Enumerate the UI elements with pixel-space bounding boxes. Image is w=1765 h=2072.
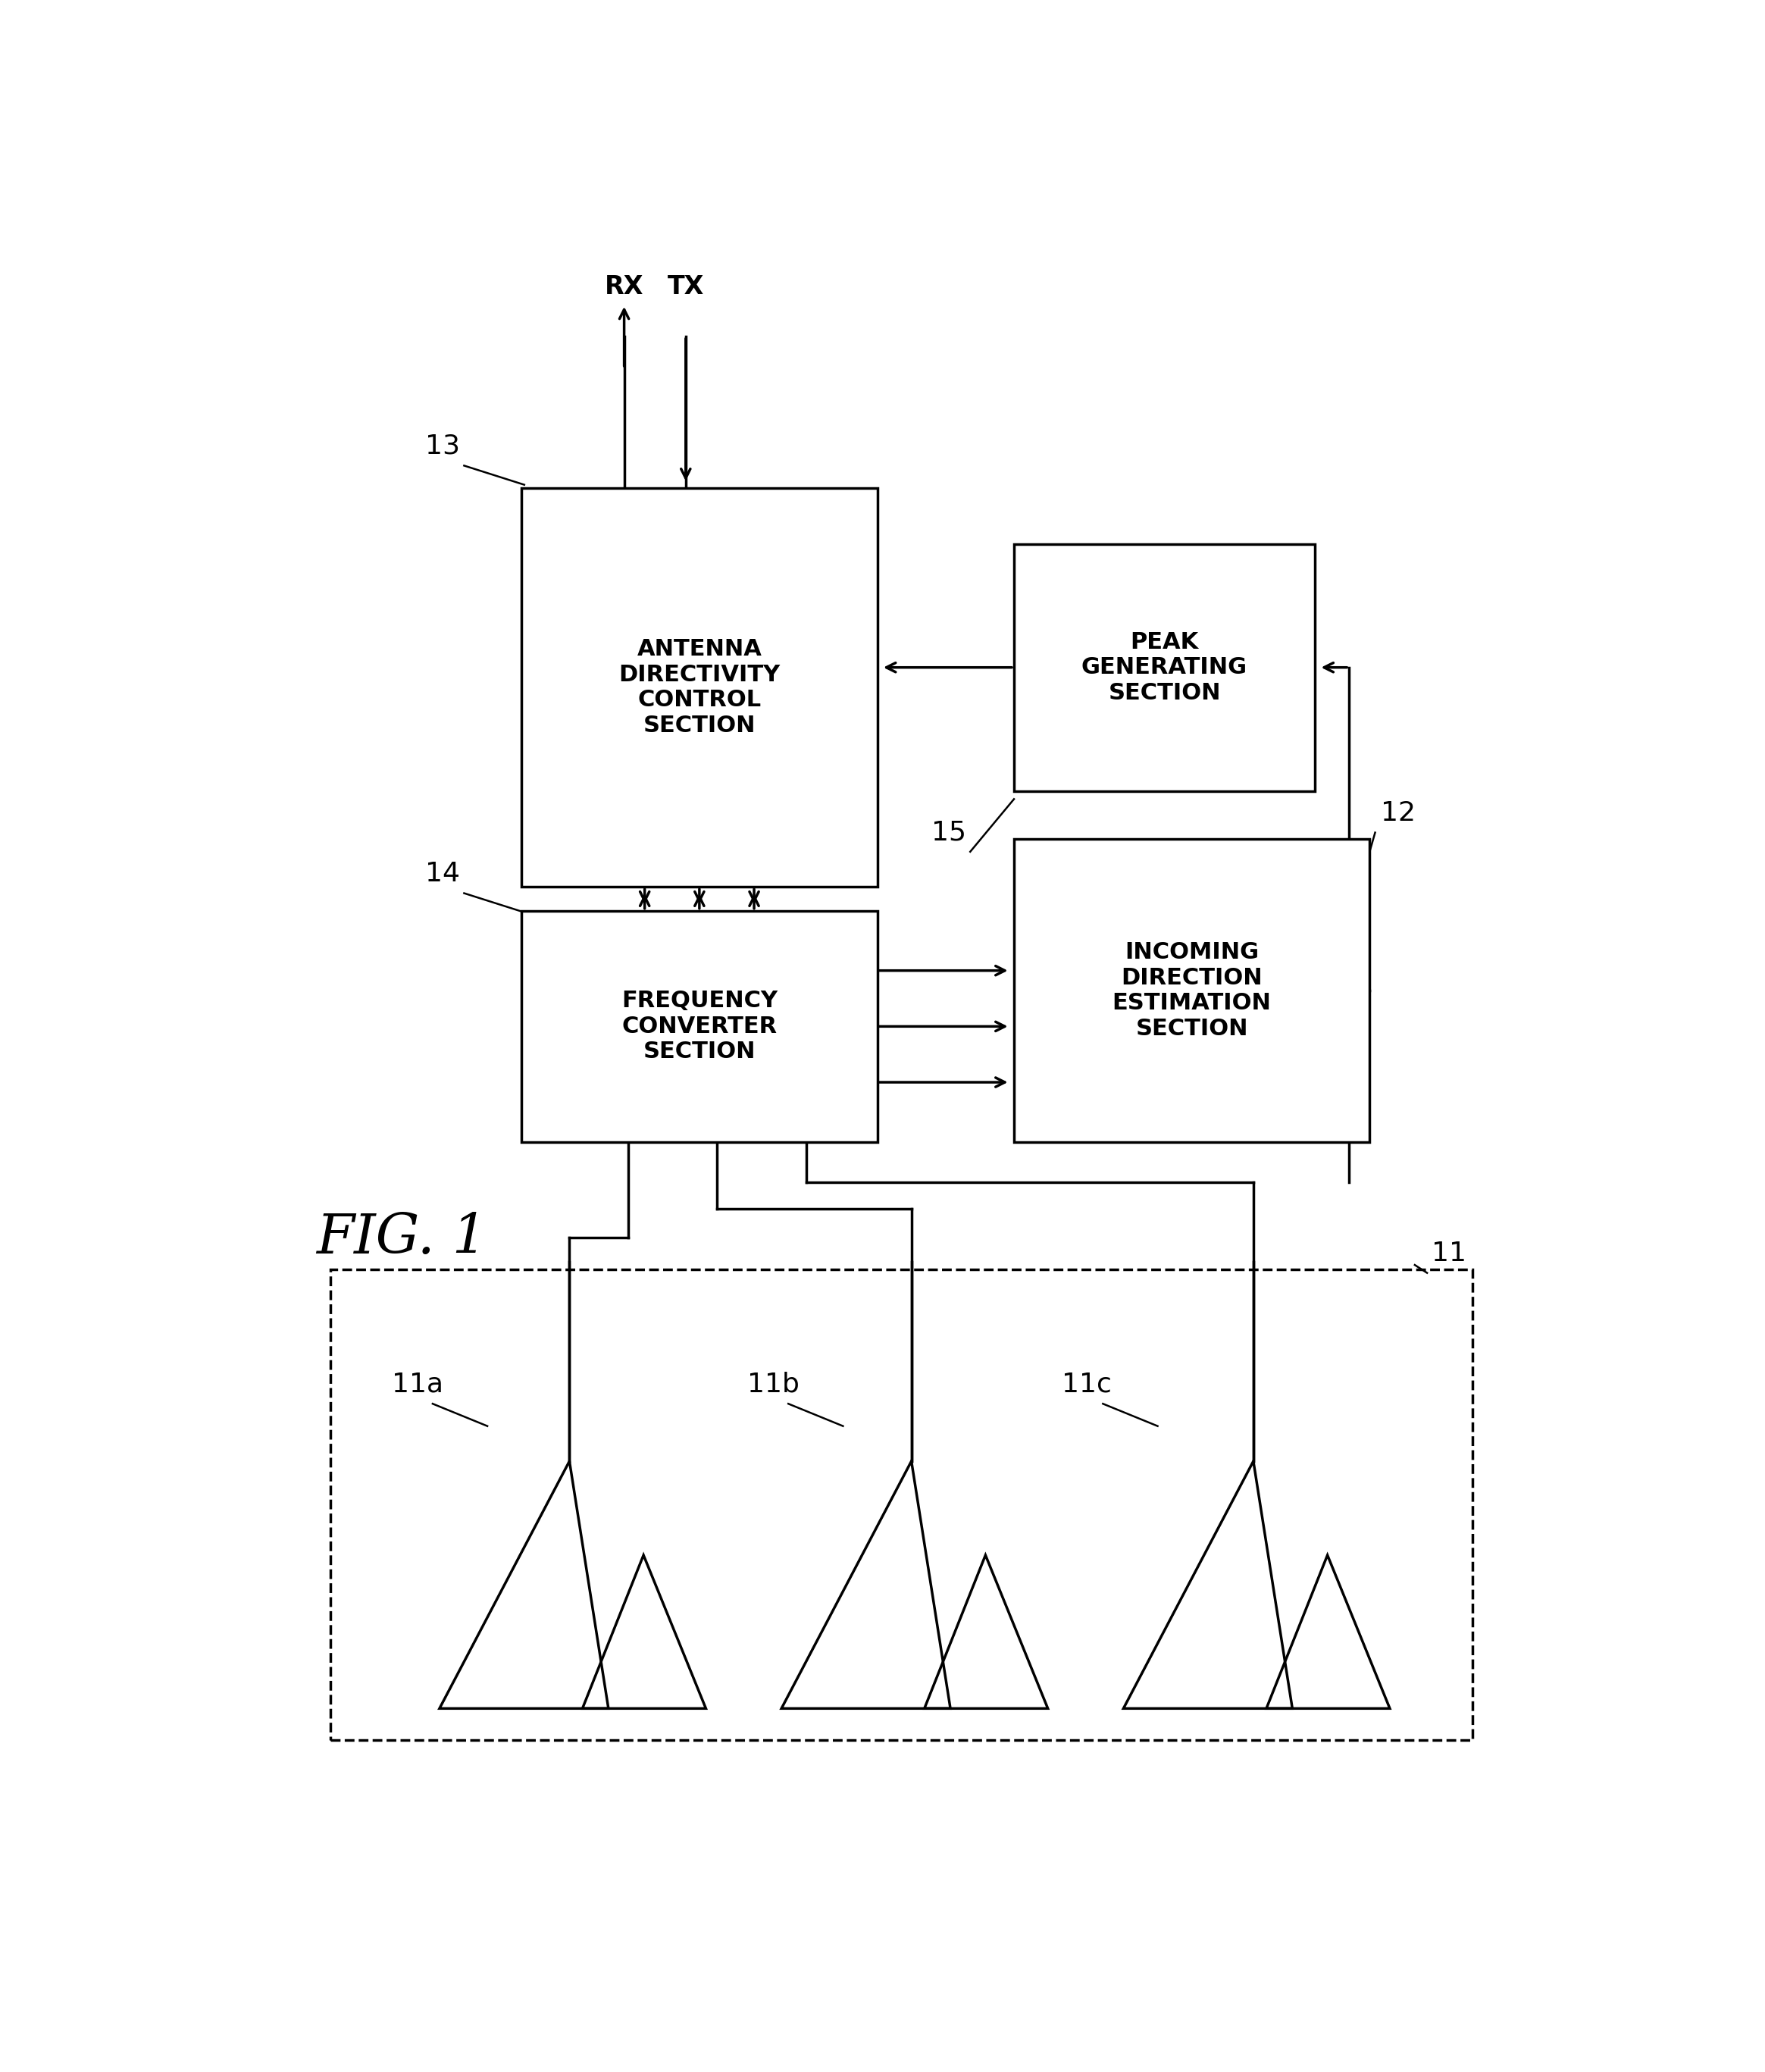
Text: 13: 13: [425, 433, 461, 460]
FancyBboxPatch shape: [522, 912, 877, 1142]
FancyBboxPatch shape: [330, 1270, 1472, 1740]
Text: 11: 11: [1431, 1241, 1467, 1266]
Text: 14: 14: [425, 862, 461, 887]
Text: FREQUENCY
CONVERTER
SECTION: FREQUENCY CONVERTER SECTION: [621, 990, 777, 1063]
Text: 11a: 11a: [392, 1372, 443, 1397]
FancyBboxPatch shape: [1013, 839, 1370, 1142]
Text: 15: 15: [932, 821, 965, 845]
Text: 11b: 11b: [747, 1372, 800, 1397]
Text: INCOMING
DIRECTION
ESTIMATION
SECTION: INCOMING DIRECTION ESTIMATION SECTION: [1112, 941, 1271, 1040]
FancyBboxPatch shape: [522, 487, 877, 887]
Text: TX: TX: [667, 276, 704, 300]
Text: FIG. 1: FIG. 1: [316, 1212, 487, 1264]
Text: PEAK
GENERATING
SECTION: PEAK GENERATING SECTION: [1082, 632, 1248, 704]
Text: 11c: 11c: [1063, 1372, 1112, 1397]
Text: ANTENNA
DIRECTIVITY
CONTROL
SECTION: ANTENNA DIRECTIVITY CONTROL SECTION: [618, 638, 780, 736]
FancyBboxPatch shape: [1013, 543, 1315, 792]
Text: 12: 12: [1380, 800, 1416, 827]
Text: RX: RX: [605, 276, 644, 300]
